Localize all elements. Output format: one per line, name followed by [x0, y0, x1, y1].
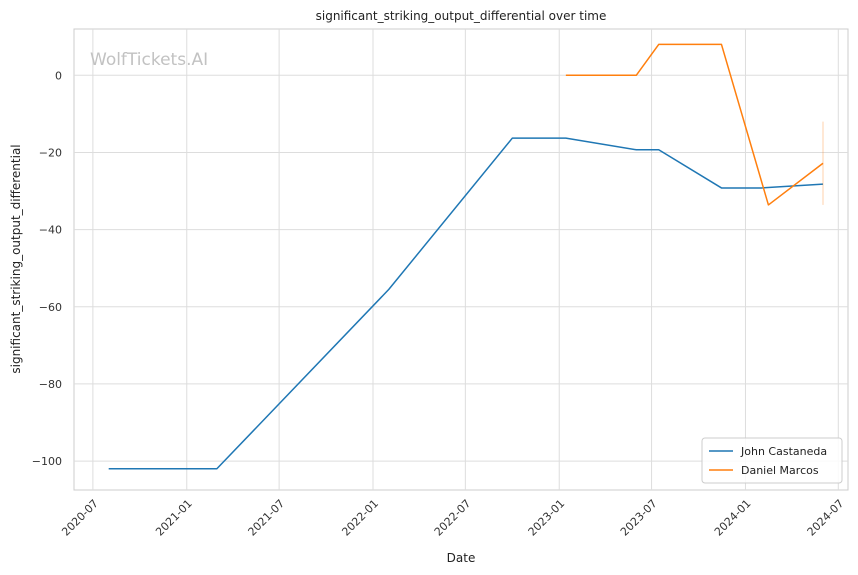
series-lines	[108, 43, 824, 470]
legend-label-john-castaneda: John Castaneda	[740, 445, 827, 458]
x-tick-label: 2024-07	[805, 497, 847, 539]
y-tick-label: −80	[39, 378, 62, 391]
y-axis-ticks: 0 −20 −40 −60 −80 −100	[32, 69, 62, 468]
chart-title: significant_striking_output_differential…	[316, 9, 607, 23]
legend: John Castaneda Daniel Marcos	[701, 437, 843, 484]
x-axis-label: Date	[447, 551, 476, 565]
series-line-daniel-marcos	[565, 43, 824, 206]
y-tick-label: −60	[39, 301, 62, 314]
x-tick-label: 2022-07	[432, 497, 474, 539]
x-tick-label: 2021-07	[246, 497, 288, 539]
y-tick-label: −100	[32, 455, 62, 468]
y-tick-label: −40	[39, 224, 62, 237]
x-tick-label: 2022-01	[339, 497, 381, 539]
x-tick-label: 2024-01	[712, 497, 754, 539]
grid	[74, 29, 848, 490]
y-axis-label: significant_striking_output_differential	[9, 144, 23, 373]
series-line-john-castaneda	[108, 137, 824, 470]
x-tick-label: 2021-01	[153, 497, 195, 539]
y-tick-label: −20	[39, 146, 62, 159]
legend-label-daniel-marcos: Daniel Marcos	[741, 464, 819, 477]
x-tick-label: 2023-01	[526, 497, 568, 539]
legend-box	[701, 437, 843, 484]
watermark: WolfTickets.AI	[90, 50, 208, 70]
x-axis-ticks: 2020-07 2021-01 2021-07 2022-01 2022-07 2023-…	[59, 497, 846, 539]
plot-area	[73, 28, 849, 491]
y-tick-label: 0	[55, 69, 62, 82]
x-tick-label: 2023-07	[618, 497, 660, 539]
x-tick-label: 2020-07	[59, 497, 101, 539]
